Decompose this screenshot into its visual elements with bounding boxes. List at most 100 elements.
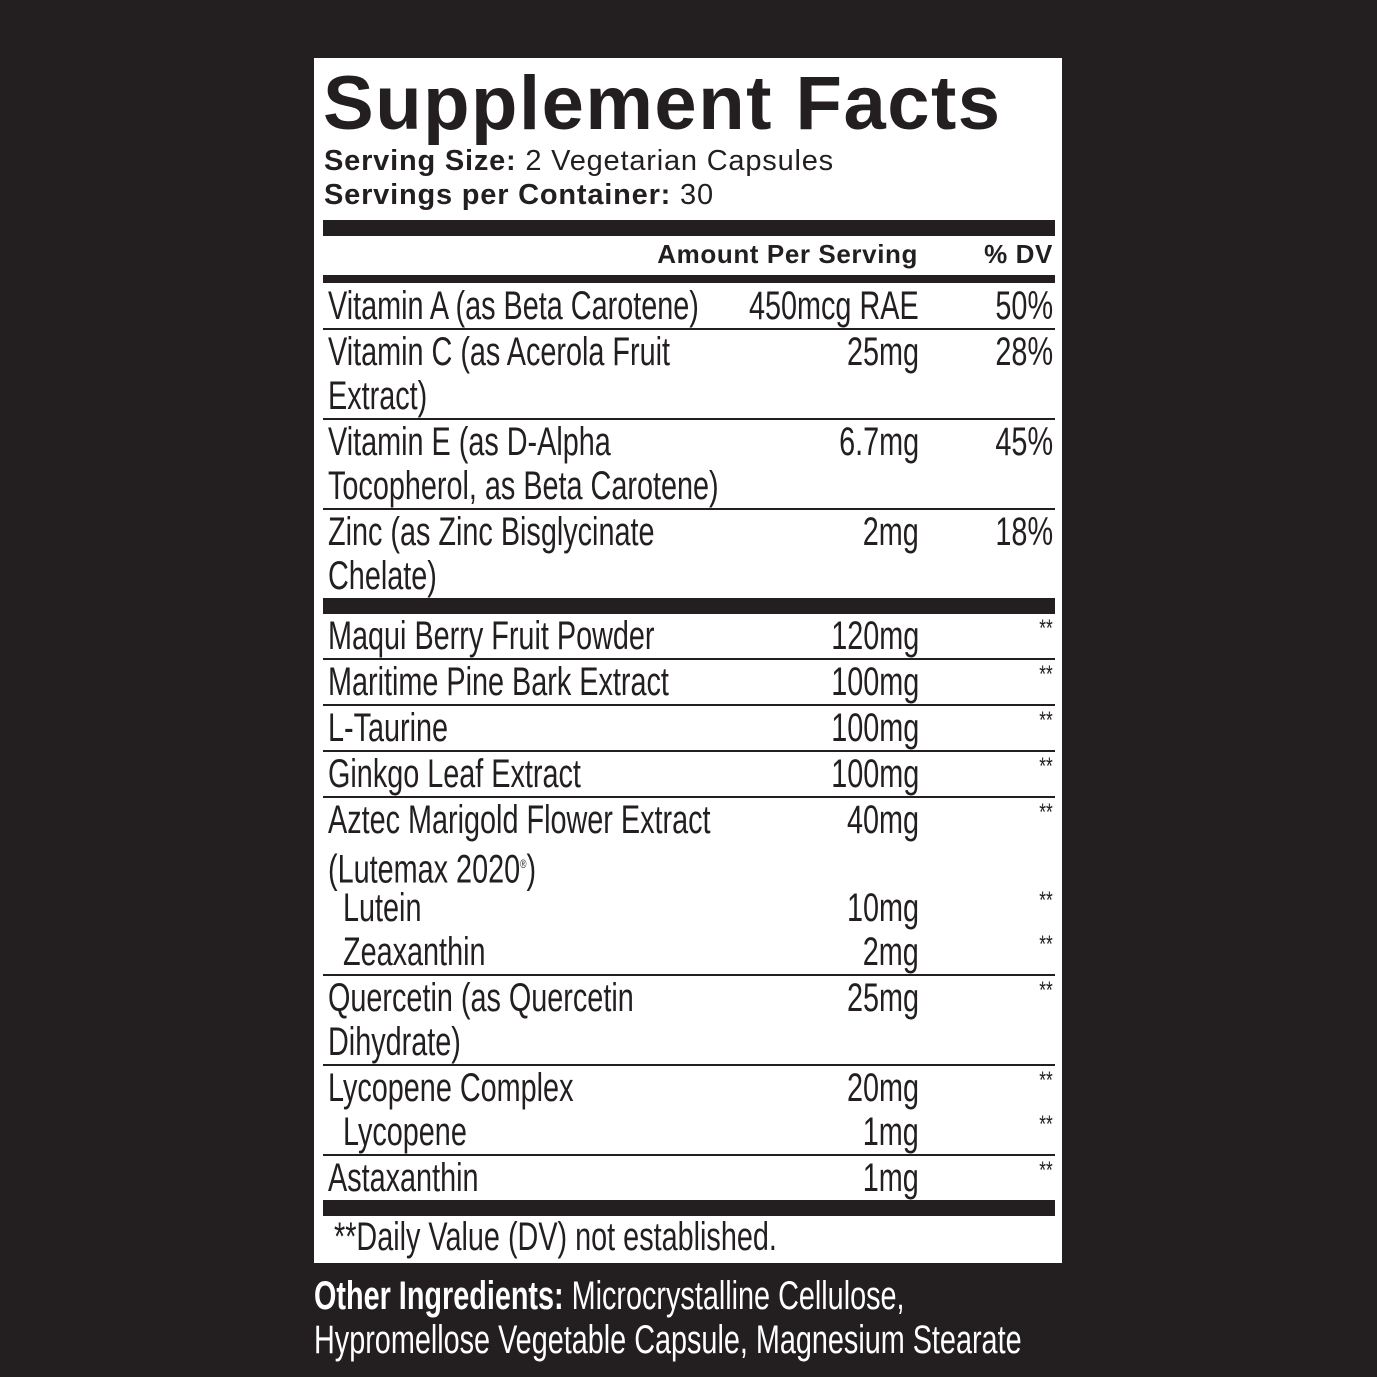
nutrient-dv: 28% <box>995 330 1053 374</box>
nutrient-line: Maqui Berry Fruit Powder 120mg ** <box>323 614 1055 658</box>
nutrient-amount: 2mg <box>862 930 919 974</box>
nutrient-dv: ** <box>1039 799 1053 826</box>
other-ingredients-line2: Hypromellose Vegetable Capsule, Magnesiu… <box>314 1318 1022 1362</box>
nutrient-amount: 100mg <box>830 706 919 750</box>
nutrient-name: Vitamin C (as Acerola Fruit <box>328 330 670 374</box>
nutrient-amount: 100mg <box>830 752 919 796</box>
nutrient-line: Ginkgo Leaf Extract 100mg ** <box>323 752 1055 796</box>
nutrient-name: Ginkgo Leaf Extract <box>328 752 581 796</box>
nutrient-line: Tocopherol, as Beta Carotene) <box>323 464 1055 508</box>
nutrient-name: Maqui Berry Fruit Powder <box>328 614 655 658</box>
nutrient-row: L-Taurine 100mg ** <box>323 706 1055 752</box>
nutrient-name: Lycopene <box>343 1110 467 1154</box>
nutrient-line: Vitamin A (as Beta Carotene) 450mcg RAE 50… <box>323 284 1055 328</box>
nutrient-amount: 25mg <box>846 330 919 374</box>
nutrient-amount: 40mg <box>846 798 919 842</box>
nutrient-name: Vitamin E (as D-Alpha <box>328 420 611 464</box>
nutrient-dv: ** <box>1039 887 1053 914</box>
nutrient-row: Vitamin C (as Acerola Fruit 25mg 28% Extrac… <box>323 330 1055 420</box>
nutrient-amount: 1mg <box>862 1156 919 1200</box>
nutrient-dv: ** <box>1039 1111 1053 1138</box>
nutrient-row: Maqui Berry Fruit Powder 120mg ** <box>323 614 1055 660</box>
nutrient-amount: 100mg <box>830 660 919 704</box>
nutrient-line: Quercetin (as Quercetin 25mg ** <box>323 976 1055 1020</box>
nutrient-dv: 50% <box>995 284 1053 328</box>
nutrient-row: Lycopene Complex 20mg ** <box>323 1066 1055 1110</box>
nutrient-name: Maritime Pine Bark Extract <box>328 660 669 704</box>
nutrient-dv: ** <box>1039 707 1053 734</box>
nutrient-name: Tocopherol, as Beta Carotene) <box>328 464 719 508</box>
servings-per-container-value: 30 <box>680 179 714 211</box>
nutrient-line: Lutein 10mg ** <box>323 886 1055 930</box>
nutrient-amount: 6.7mg <box>838 420 919 464</box>
nutrient-dv: ** <box>1039 661 1053 688</box>
nutrient-row: Zeaxanthin 2mg ** <box>323 930 1055 976</box>
nutrient-row: Vitamin E (as D-Alpha 6.7mg 45% Tocopherol,… <box>323 420 1055 510</box>
nutrient-line: Lycopene 1mg ** <box>323 1110 1055 1154</box>
nutrient-name: (Lutemax 2020®) <box>328 847 537 892</box>
nutrient-line: Lycopene Complex 20mg ** <box>323 1066 1055 1110</box>
nutrient-line: Maritime Pine Bark Extract 100mg ** <box>323 660 1055 704</box>
nutrient-line: Zeaxanthin 2mg ** <box>323 930 1055 974</box>
nutrient-line: Chelate) <box>323 554 1055 598</box>
nutrient-row: Maritime Pine Bark Extract 100mg ** <box>323 660 1055 706</box>
nutrient-row: Ginkgo Leaf Extract 100mg ** <box>323 752 1055 798</box>
other-ingredients-line1: Other Ingredients: Microcrystalline Cell… <box>314 1274 905 1319</box>
nutrient-row: Aztec Marigold Flower Extract 40mg ** (Lute… <box>323 798 1055 891</box>
nutrient-line: Vitamin E (as D-Alpha 6.7mg 45% <box>323 420 1055 464</box>
nutrient-amount: 20mg <box>846 1066 919 1110</box>
nutrient-line: Vitamin C (as Acerola Fruit 25mg 28% <box>323 330 1055 374</box>
nutrient-dv: ** <box>1039 931 1053 958</box>
nutrient-amount: 1mg <box>862 1110 919 1154</box>
label-title: Supplement Facts <box>323 61 1002 146</box>
nutrient-amount: 450mcg RAE <box>749 284 919 328</box>
nutrient-line: Astaxanthin 1mg ** <box>323 1156 1055 1200</box>
nutrient-name: Dihydrate) <box>328 1020 461 1064</box>
nutrient-line: Zinc (as Zinc Bisglycinate 2mg 18% <box>323 510 1055 554</box>
nutrient-name: Lycopene Complex <box>328 1066 574 1110</box>
nutrient-name: Chelate) <box>328 554 437 598</box>
serving-size-value: 2 Vegetarian Capsules <box>525 145 834 177</box>
nutrient-name: Zeaxanthin <box>343 930 486 974</box>
nutrient-dv: ** <box>1039 1067 1053 1094</box>
servings-per-container: Servings per Container: 30 <box>324 179 714 212</box>
dv-column-header: % DV <box>984 239 1053 269</box>
nutrient-dv: 18% <box>995 510 1053 554</box>
nutrient-line: (Lutemax 2020®) <box>323 842 1055 891</box>
nutrient-amount: 120mg <box>830 614 919 658</box>
nutrient-row: Zinc (as Zinc Bisglycinate 2mg 18% Chelate) <box>323 510 1055 614</box>
footnote: **Daily Value (DV) not established. <box>334 1215 777 1259</box>
nutrient-row: Lutein 10mg ** <box>323 886 1055 930</box>
nutrient-dv: 45% <box>995 420 1053 464</box>
nutrient-dv: ** <box>1039 753 1053 780</box>
nutrient-name: Quercetin (as Quercetin <box>328 976 634 1020</box>
nutrient-row: Vitamin A (as Beta Carotene) 450mcg RAE 50… <box>323 284 1055 330</box>
nutrient-row: Quercetin (as Quercetin 25mg ** Dihydrate) <box>323 976 1055 1066</box>
divider-thick <box>323 220 1055 236</box>
serving-size: Serving Size: 2 Vegetarian Capsules <box>324 145 834 178</box>
nutrient-dv: ** <box>1039 977 1053 1004</box>
nutrient-amount: 10mg <box>846 886 919 930</box>
nutrient-name: Vitamin A (as Beta Carotene) <box>328 284 699 328</box>
registered-mark: ® <box>520 857 527 871</box>
nutrient-line: L-Taurine 100mg ** <box>323 706 1055 750</box>
other-ingredients-text: Microcrystalline Cellulose, <box>571 1274 905 1318</box>
amount-column-header: Amount Per Serving <box>657 239 918 269</box>
nutrient-line: Aztec Marigold Flower Extract 40mg ** <box>323 798 1055 842</box>
nutrient-table: Vitamin A (as Beta Carotene) 450mcg RAE 50… <box>323 284 1055 1216</box>
supplement-facts-label: Supplement Facts Serving Size: 2 Vegetar… <box>314 58 1062 1263</box>
servings-per-container-label: Servings per Container: <box>324 179 672 211</box>
nutrient-name: L-Taurine <box>328 706 449 750</box>
nutrient-name: Zinc (as Zinc Bisglycinate <box>328 510 655 554</box>
serving-size-label: Serving Size: <box>324 145 517 177</box>
other-ingredients-label: Other Ingredients: <box>314 1274 564 1318</box>
nutrient-name: Astaxanthin <box>328 1156 479 1200</box>
nutrient-amount: 25mg <box>846 976 919 1020</box>
nutrient-name: Aztec Marigold Flower Extract <box>328 798 711 842</box>
divider-medium <box>323 275 1055 283</box>
nutrient-amount: 2mg <box>862 510 919 554</box>
nutrient-line: Extract) <box>323 374 1055 418</box>
nutrient-name: Lutein <box>343 886 422 930</box>
nutrient-name: Extract) <box>328 374 428 418</box>
nutrient-line: Dihydrate) <box>323 1020 1055 1064</box>
